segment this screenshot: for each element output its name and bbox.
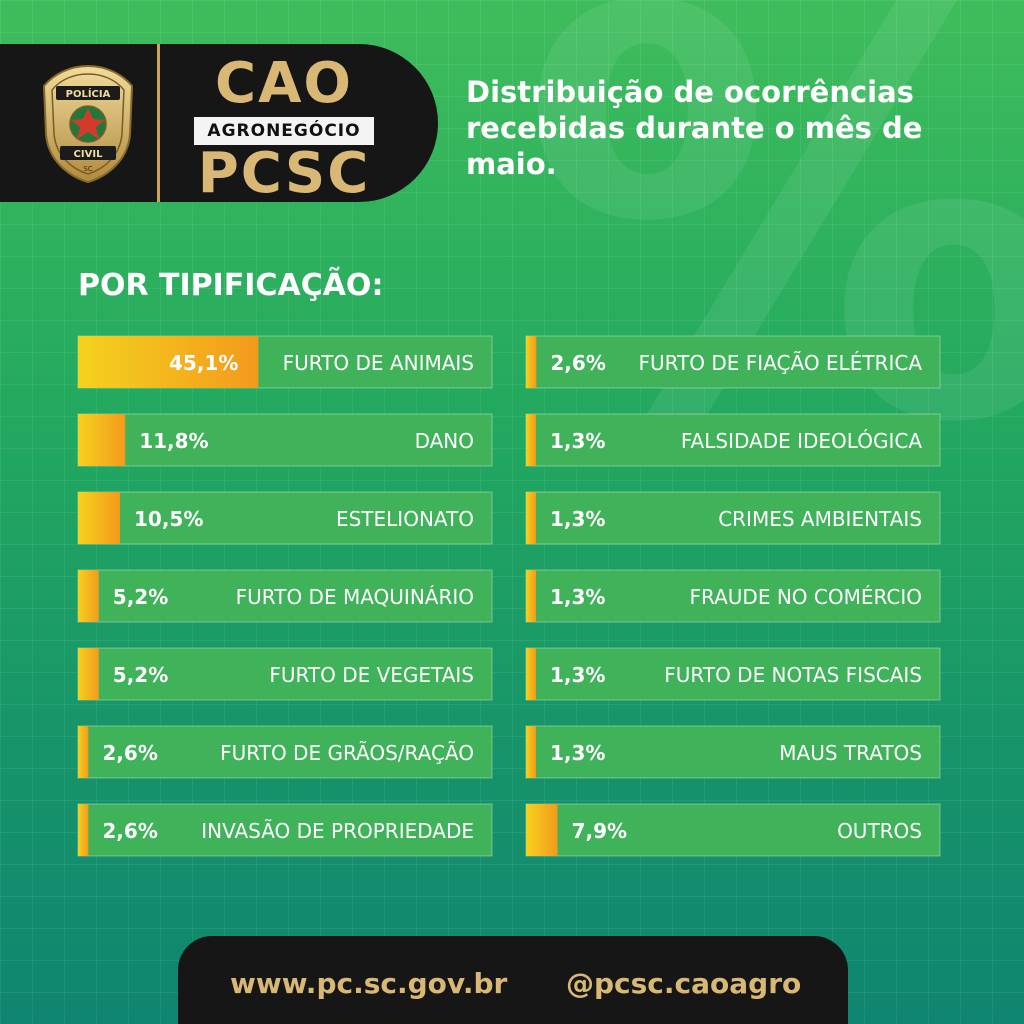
bar-fill [526, 648, 536, 700]
bar-value-label: 1,3% [550, 429, 605, 453]
bar-row: 1,3% FALSIDADE IDEOLÓGICA [525, 413, 941, 467]
bar-row: 5,2% FURTO DE MAQUINÁRIO [77, 569, 493, 623]
bar-fill [78, 726, 89, 778]
bar-category-label: FURTO DE NOTAS FISCAIS [664, 663, 922, 687]
bar-row-background [77, 569, 493, 623]
bar-row-background [525, 725, 941, 779]
bar-fill [526, 414, 536, 466]
bar-value-label: 2,6% [550, 351, 605, 375]
bar-row: 10,5% ESTELIONATO [77, 491, 493, 545]
police-badge-icon: POLÍCIA CIVIL SC [42, 64, 134, 184]
badge-mid-text: CIVIL [74, 149, 104, 160]
bar-fill [78, 336, 259, 388]
bar-row-background [525, 413, 941, 467]
bar-row: 11,8% DANO [77, 413, 493, 467]
logo-divider [157, 44, 160, 202]
bar-value-label: 5,2% [113, 663, 168, 687]
bar-row: 1,3% CRIMES AMBIENTAIS [525, 491, 941, 545]
bar-fill [526, 570, 536, 622]
bar-fill [78, 804, 89, 856]
bar-category-label: FURTO DE MAQUINÁRIO [236, 585, 474, 609]
bar-fill [78, 570, 99, 622]
bar-value-label: 2,6% [102, 741, 157, 765]
bar-row-background [525, 335, 941, 389]
bar-value-label: 1,3% [550, 741, 605, 765]
bar-category-label: FURTO DE ANIMAIS [283, 351, 474, 375]
bar-row-background [77, 725, 493, 779]
headline: Distribuição de ocorrências recebidas du… [466, 75, 923, 181]
bar-row-background [77, 647, 493, 701]
bar-row: 7,9% OUTROS [525, 803, 941, 857]
badge-top-text: POLÍCIA [66, 87, 111, 100]
bar-row: 1,3% FRAUDE NO COMÉRCIO [525, 569, 941, 623]
logo-cao: CAO [214, 51, 354, 116]
bar-fill [526, 336, 537, 388]
badge-bottom-text: SC [83, 165, 92, 173]
bar-fill [78, 414, 126, 466]
bar-row-background [525, 647, 941, 701]
bar-category-label: MAUS TRATOS [779, 741, 922, 765]
bar-fill [78, 492, 120, 544]
bar-row: 1,3% MAUS TRATOS [525, 725, 941, 779]
section-title: POR TIPIFICAÇÃO: [78, 268, 384, 303]
bar-fill [526, 492, 536, 544]
bar-category-label: FURTO DE GRÃOS/RAÇÃO [220, 741, 474, 765]
bar-row-background [77, 803, 493, 857]
bar-value-label: 5,2% [113, 585, 168, 609]
bar-fill [78, 648, 99, 700]
bar-fill [526, 804, 558, 856]
bar-category-label: ESTELIONATO [336, 507, 474, 531]
bar-row: 5,2% FURTO DE VEGETAIS [77, 647, 493, 701]
bar-value-label: 1,3% [550, 585, 605, 609]
bar-category-label: FALSIDADE IDEOLÓGICA [681, 429, 922, 453]
bar-fill [526, 726, 536, 778]
bar-category-label: INVASÃO DE PROPRIEDADE [201, 819, 474, 843]
social-handle[interactable]: @pcsc.caoagro [566, 967, 802, 1000]
footer-bar: www.pc.sc.gov.br @pcsc.caoagro [178, 936, 848, 1024]
bar-value-label: 45,1% [169, 351, 238, 375]
bar-category-label: CRIMES AMBIENTAIS [718, 507, 922, 531]
bar-row-background [77, 413, 493, 467]
logo-pcsc: PCSC [197, 141, 371, 206]
bar-row: 1,3% FURTO DE NOTAS FISCAIS [525, 647, 941, 701]
bar-category-label: OUTROS [837, 819, 922, 843]
website-link[interactable]: www.pc.sc.gov.br [230, 967, 508, 1000]
bar-row: 2,6% INVASÃO DE PROPRIEDADE [77, 803, 493, 857]
bar-value-label: 1,3% [550, 663, 605, 687]
bar-value-label: 10,5% [134, 507, 203, 531]
bar-value-label: 7,9% [572, 819, 627, 843]
bar-category-label: FURTO DE VEGETAIS [269, 663, 474, 687]
bar-row: 2,6% FURTO DE FIAÇÃO ELÉTRICA [525, 335, 941, 389]
logo-panel: POLÍCIA CIVIL SC CAO AGRONEGÓCIO PCSC [0, 44, 438, 206]
bar-row: 2,6% FURTO DE GRÃOS/RAÇÃO [77, 725, 493, 779]
bar-row: 45,1% FURTO DE ANIMAIS [77, 335, 493, 389]
bar-category-label: DANO [415, 429, 474, 453]
bar-row-background [525, 491, 941, 545]
bar-category-label: FURTO DE FIAÇÃO ELÉTRICA [639, 351, 923, 375]
bar-category-label: FRAUDE NO COMÉRCIO [690, 585, 922, 609]
bar-row-background [525, 803, 941, 857]
bar-value-label: 2,6% [102, 819, 157, 843]
bar-value-label: 1,3% [550, 507, 605, 531]
bar-value-label: 11,8% [139, 429, 208, 453]
logo-agronegocio: AGRONEGÓCIO [194, 117, 374, 145]
